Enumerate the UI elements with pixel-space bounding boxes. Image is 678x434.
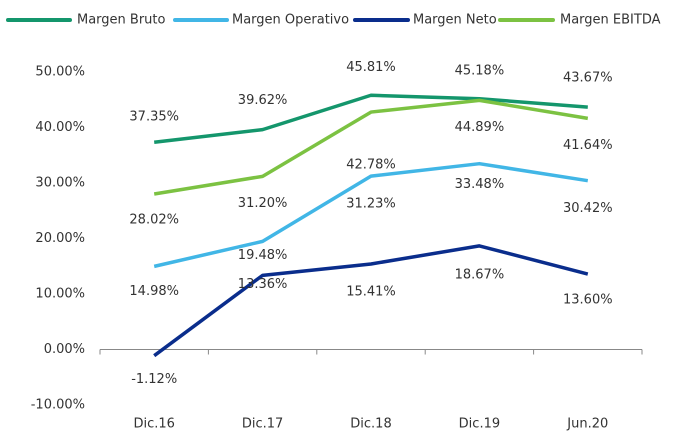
data-label: 13.60% [563, 293, 613, 308]
x-tick-label: Dic.18 [350, 417, 391, 432]
data-label: 13.36% [238, 277, 288, 292]
data-label: 44.89% [455, 120, 505, 135]
data-label: 43.67% [563, 71, 613, 86]
data-label: 19.48% [238, 248, 288, 263]
x-tick-label: Dic.17 [242, 417, 283, 432]
series-line [153, 98, 589, 196]
y-tick-label: 30.00% [35, 176, 85, 191]
data-label: 28.02% [129, 212, 179, 227]
y-tick-label: -10.00% [31, 398, 85, 413]
y-tick-label: 20.00% [35, 231, 85, 246]
data-label: -1.12% [131, 372, 177, 387]
data-label: 18.67% [455, 267, 505, 282]
data-label: 45.18% [455, 63, 505, 78]
y-tick-label: 10.00% [35, 287, 85, 302]
legend-label: Margen Neto [413, 13, 497, 28]
data-label: 37.35% [129, 110, 179, 125]
y-tick-label: 0.00% [44, 342, 85, 357]
data-label: 41.64% [563, 138, 613, 153]
data-label: 31.23% [346, 197, 396, 212]
data-label: 30.42% [563, 201, 613, 216]
series-line [153, 93, 588, 144]
x-tick-label: Dic.19 [459, 417, 500, 432]
series-line [153, 244, 589, 358]
x-tick-label: Dic.16 [133, 417, 174, 432]
legend-label: Margen EBITDA [560, 13, 661, 28]
data-label: 31.20% [238, 196, 288, 211]
series-line [153, 161, 589, 269]
data-label: 39.62% [238, 93, 288, 108]
legend-label: Margen Bruto [77, 13, 166, 28]
y-tick-label: 50.00% [35, 65, 85, 80]
data-label: 33.48% [455, 177, 505, 192]
data-label: 45.81% [346, 60, 396, 75]
legend-label: Margen Operativo [232, 13, 349, 28]
y-tick-label: 40.00% [35, 120, 85, 135]
data-label: 42.78% [346, 158, 396, 173]
data-label: 15.41% [346, 284, 396, 299]
data-label: 14.98% [129, 284, 179, 299]
x-tick-label: Jun.20 [566, 417, 608, 432]
